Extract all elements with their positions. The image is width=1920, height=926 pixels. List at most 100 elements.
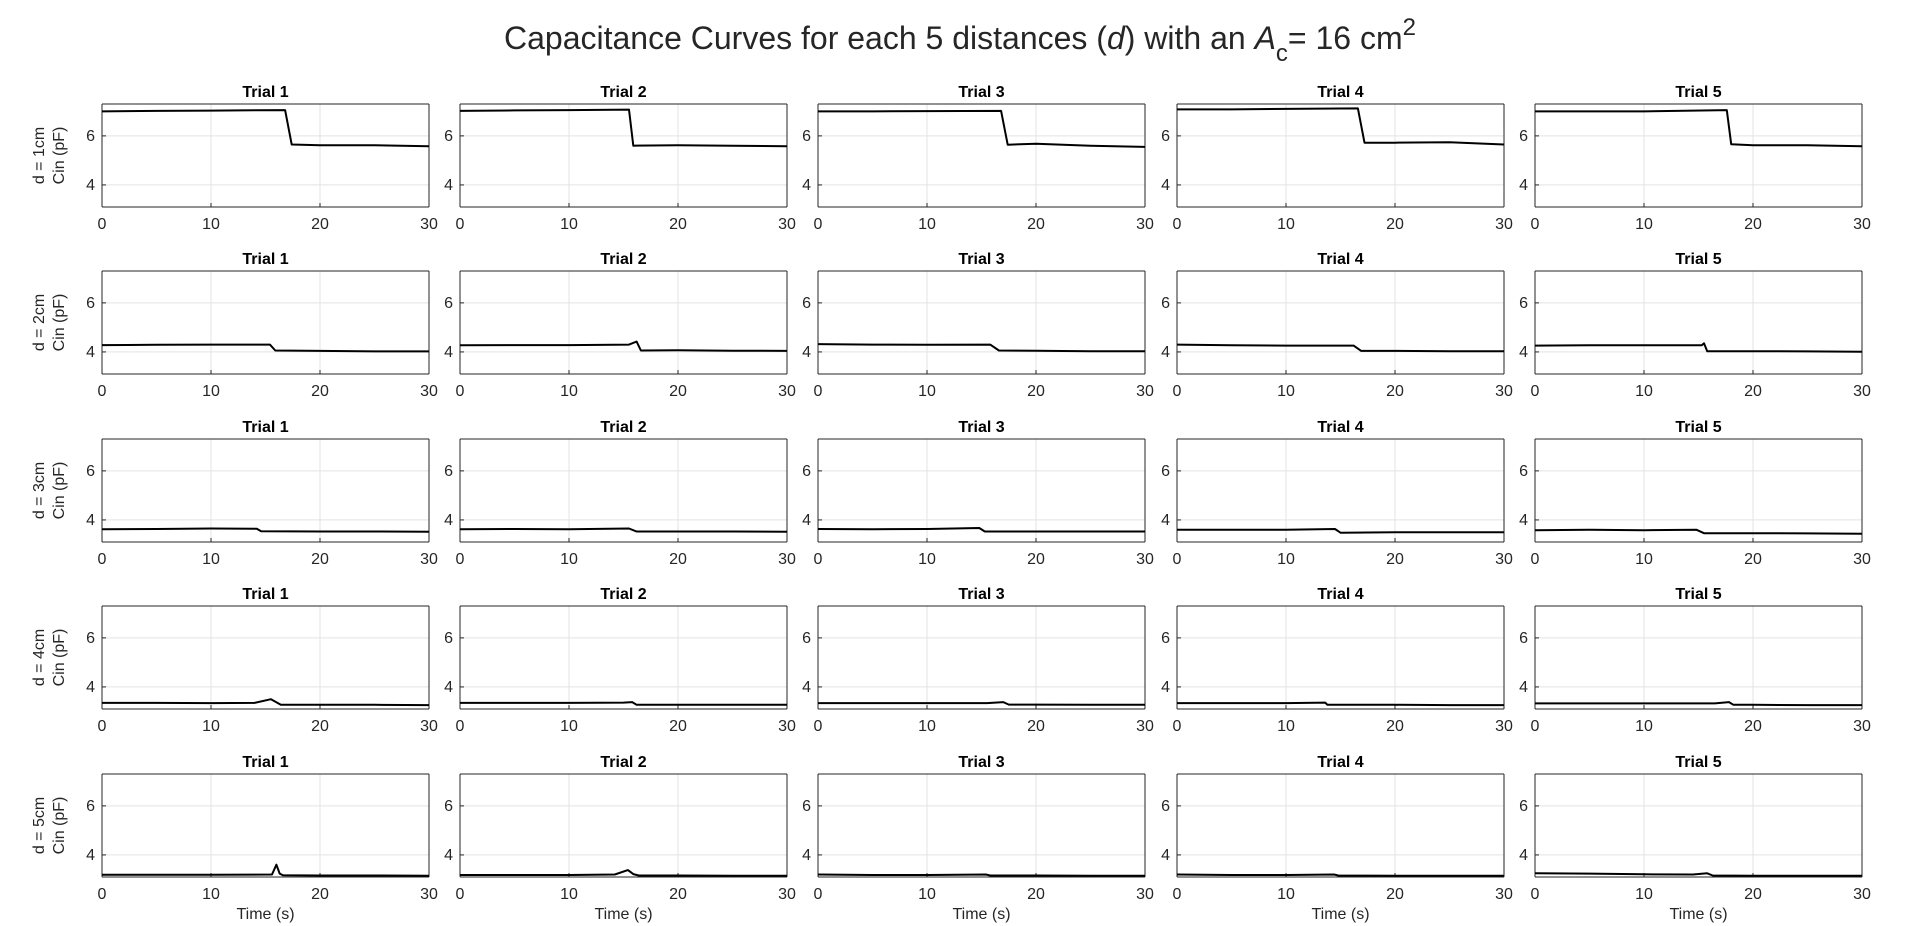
x-tick-label: 10 <box>1635 216 1653 233</box>
x-tick-label: 20 <box>1744 886 1762 903</box>
x-tick-label: 0 <box>814 551 823 568</box>
x-tick-label: 20 <box>311 551 329 568</box>
x-tick-label: 0 <box>1173 383 1182 400</box>
y-tick-label: 4 <box>444 679 453 696</box>
x-tick-label: 30 <box>1136 216 1154 233</box>
x-tick-label: 30 <box>1136 551 1154 568</box>
plot-area <box>1177 104 1504 207</box>
plot-area <box>1177 271 1504 374</box>
x-tick-label: 20 <box>1744 718 1762 735</box>
panel-r5-c3: 0 10 20 30 4 6 Trial 3 Time (s) <box>802 754 1154 923</box>
x-tick-label: 20 <box>1386 886 1404 903</box>
y-tick-label: 6 <box>1161 630 1170 647</box>
y-tick-label: 4 <box>444 847 453 864</box>
trial-title: Trial 2 <box>600 754 646 771</box>
panel-r2-c4: 0 10 20 30 4 6 Trial 4 <box>1161 251 1513 400</box>
x-tick-label: 30 <box>1495 383 1513 400</box>
y-axis-label: Cin (pF) <box>51 629 68 687</box>
x-tick-label: 10 <box>202 383 220 400</box>
x-axis-label: Time (s) <box>1311 906 1369 923</box>
title-superscript: 2 <box>1402 14 1416 41</box>
plot-area <box>460 774 787 877</box>
series-line <box>101 343 429 353</box>
x-tick-label: 10 <box>1635 718 1653 735</box>
x-tick-label: 30 <box>1853 718 1871 735</box>
x-tick-label: 30 <box>420 551 438 568</box>
plot-area <box>1535 271 1862 374</box>
y-tick-label: 6 <box>444 128 453 145</box>
row-label-3: d = 3cm Cin (pF) <box>31 462 68 520</box>
trial-title: Trial 1 <box>242 754 288 771</box>
series-line <box>818 701 1145 706</box>
x-tick-label: 10 <box>560 216 578 233</box>
panel-r3-c4: 0 10 20 30 4 6 Trial 4 <box>1161 419 1513 568</box>
panel-r2-c1: 0 10 20 30 4 6 Trial 1 <box>86 251 438 400</box>
panel-r3-c5: 0 10 20 30 4 6 Trial 5 <box>1519 419 1871 568</box>
title-subscript: c <box>1275 40 1288 67</box>
plot-area <box>1177 439 1504 542</box>
panel-r5-c2: 0 10 20 30 4 6 Trial 2 Time (s) <box>444 754 796 923</box>
series-line <box>817 873 1145 877</box>
x-tick-label: 10 <box>202 718 220 735</box>
panel-r1-c3: 0 10 20 30 4 6 Trial 3 <box>802 84 1154 233</box>
x-tick-label: 0 <box>98 718 107 735</box>
plot-area <box>818 774 1145 877</box>
plot-area <box>1535 606 1862 709</box>
series-line <box>101 527 430 533</box>
title-a-symbol: A <box>1254 20 1276 56</box>
trial-title: Trial 3 <box>958 251 1004 268</box>
plot-area <box>460 439 787 542</box>
x-axis-label: Time (s) <box>594 906 652 923</box>
x-tick-label: 30 <box>420 216 438 233</box>
series-line <box>460 701 787 706</box>
panel-r5-c4: 0 10 20 30 4 6 Trial 4 Time (s) <box>1161 754 1513 923</box>
series-line <box>102 698 430 707</box>
trial-title: Trial 4 <box>1317 84 1363 101</box>
trial-title: Trial 4 <box>1317 419 1363 436</box>
x-tick-label: 10 <box>918 551 936 568</box>
y-tick-label: 4 <box>802 679 811 696</box>
panel-r4-c5: 0 10 20 30 4 6 Trial 5 <box>1519 586 1871 735</box>
x-tick-label: 10 <box>560 886 578 903</box>
row-distance-label: d = 4cm <box>31 629 48 686</box>
x-tick-label: 10 <box>918 718 936 735</box>
y-tick-label: 4 <box>86 847 95 864</box>
plot-area <box>1177 774 1504 877</box>
x-tick-label: 0 <box>1531 551 1540 568</box>
x-tick-label: 20 <box>1027 551 1045 568</box>
series-line <box>459 108 788 148</box>
x-tick-label: 0 <box>814 718 823 735</box>
trial-title: Trial 1 <box>242 84 288 101</box>
x-tick-label: 30 <box>778 383 796 400</box>
row-distance-label: d = 5cm <box>31 797 48 854</box>
x-tick-label: 30 <box>1495 551 1513 568</box>
trial-title: Trial 3 <box>958 84 1004 101</box>
series-line <box>459 340 788 352</box>
x-tick-label: 20 <box>669 551 687 568</box>
panel-r2-c3: 0 10 20 30 4 6 Trial 3 <box>802 251 1154 400</box>
trial-title: Trial 2 <box>600 419 646 436</box>
x-tick-label: 30 <box>1495 886 1513 903</box>
y-tick-label: 4 <box>802 847 811 864</box>
x-tick-label: 30 <box>1495 718 1513 735</box>
y-tick-label: 6 <box>1161 128 1170 145</box>
y-axis-label: Cin (pF) <box>51 797 68 855</box>
y-tick-label: 4 <box>1519 679 1528 696</box>
y-tick-label: 4 <box>444 344 453 361</box>
series-line <box>1534 872 1862 877</box>
trial-title: Trial 4 <box>1317 754 1363 771</box>
x-tick-label: 10 <box>202 551 220 568</box>
series-line <box>1534 342 1863 353</box>
x-tick-label: 30 <box>778 551 796 568</box>
series-line <box>1177 107 1505 146</box>
x-tick-label: 20 <box>1744 551 1762 568</box>
x-tick-label: 0 <box>456 718 465 735</box>
title-equals: = 16 cm <box>1287 20 1403 56</box>
y-tick-label: 4 <box>802 512 811 529</box>
x-tick-label: 20 <box>1744 216 1762 233</box>
y-tick-label: 6 <box>1519 463 1528 480</box>
x-tick-label: 10 <box>560 551 578 568</box>
x-tick-label: 0 <box>1531 216 1540 233</box>
x-tick-label: 30 <box>1853 551 1871 568</box>
panel-r2-c2: 0 10 20 30 4 6 Trial 2 <box>444 251 796 400</box>
